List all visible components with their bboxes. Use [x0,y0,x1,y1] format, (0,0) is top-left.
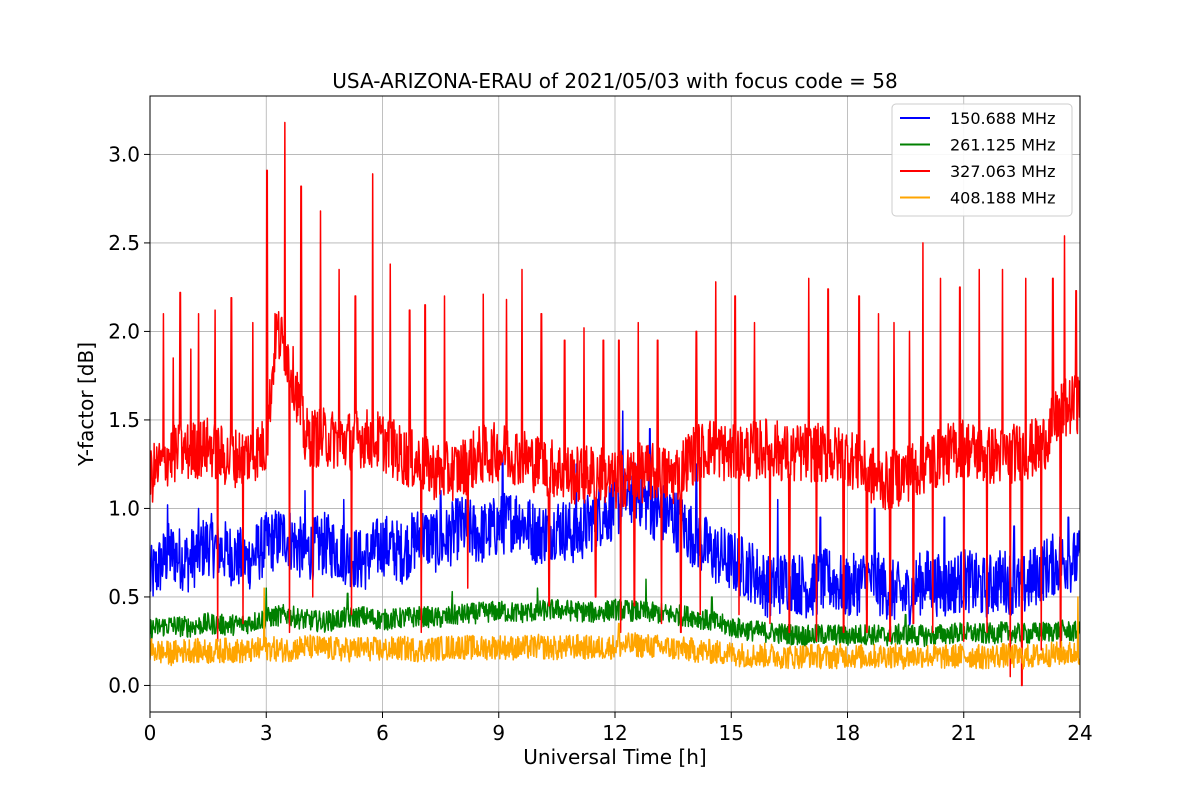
series-line-1 [150,578,1080,648]
x-tick-label: 21 [951,721,976,745]
y-tick-label: 1.5 [108,408,140,432]
legend-box [891,103,1073,217]
y-tick-label: 0.0 [108,673,140,697]
y-tick-label: 2.0 [108,319,140,343]
x-tick-label: 12 [602,721,627,745]
chart-title: USA-ARIZONA-ERAU of 2021/05/03 with focu… [332,69,897,93]
y-axis-label: Y-factor [dB] [74,342,98,467]
y-tick-label: 3.0 [108,142,140,166]
y-tick-label: 1.0 [108,496,140,520]
x-tick-label: 0 [144,721,157,745]
legend-entry: 408.188 MHz [950,189,1055,208]
x-tick-label: 18 [835,721,860,745]
x-axis: 0 3 6 9 12 15 18 21 24 [144,712,1093,745]
y-tick-label: 0.5 [108,585,140,609]
legend-entry: 150.688 MHz [950,109,1055,128]
x-tick-label: 9 [492,721,505,745]
plot-area [150,121,1080,687]
x-tick-label: 6 [376,721,389,745]
legend-entry: 327.063 MHz [950,162,1055,181]
x-axis-label: Universal Time [h] [523,745,706,769]
x-tick-label: 3 [260,721,273,745]
legend-entry: 261.125 MHz [950,136,1055,155]
legend: 150.688 MHz 261.125 MHz 327.063 MHz 408.188… [891,103,1073,217]
y-tick-label: 2.5 [108,231,140,255]
series-line-2 [150,121,1080,687]
x-tick-label: 24 [1067,721,1092,745]
x-tick-label: 15 [719,721,744,745]
y-axis: 0.0 0.5 1.0 1.5 2.0 2.5 3.0 [108,142,150,697]
series-line-3 [150,587,1080,670]
